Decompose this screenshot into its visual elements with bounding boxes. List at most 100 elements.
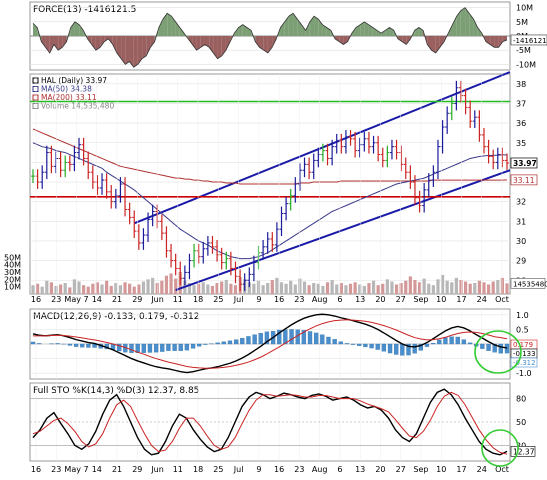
x-tick-label: Aug [312,465,328,474]
macd-histogram-bar [80,343,85,348]
macd-histogram-bar [338,341,343,345]
volume-bar [169,273,173,294]
volume-bar [422,278,426,294]
macd-histogram-bar [67,343,73,346]
volume-bar [31,285,35,294]
force-area-segment [200,36,205,48]
volume-bar [473,283,477,294]
force-area-segment [385,27,390,36]
force-area-segment [381,30,386,36]
x-tick-label: 23 [51,465,61,474]
volume-bar [224,280,228,294]
volume-bar [307,285,311,294]
price-y-tick-label: 35 [516,139,526,148]
x-tick-label: Jul [233,465,244,474]
macd-histogram-bar [461,339,467,345]
macd-histogram-bar [412,343,417,354]
macd-histogram-bar [357,343,362,346]
volume-bar [394,284,399,294]
macd-histogram-bar [375,343,380,350]
force-value-label: -1416121.5 [513,37,547,45]
volume-bar [187,283,192,294]
x-tick-label: 10 [436,295,446,304]
macd-line-signal [33,319,508,369]
macd-histogram-bar [252,334,257,345]
volume-bar [45,280,49,294]
macd-histogram-bar [387,343,393,354]
x-tick-label: Oct [495,295,509,304]
macd-histogram-bar [301,330,307,345]
volume-bar [381,283,385,294]
volume-bar [362,285,366,294]
macd-histogram-bar [129,343,134,353]
volume-bar [500,277,504,294]
force-area-segment [242,24,247,36]
x-tick-label: 27 [396,465,406,474]
volume-tick-label: 10M [4,283,21,292]
macd-histogram-bar [504,343,510,354]
macd-histogram-bar [258,333,263,345]
volume-bar [293,284,297,294]
volume-bar [252,283,256,294]
stochastic-line-k [32,388,508,456]
volume-bar [91,283,95,294]
force-area-segment [58,36,63,51]
volume-bar [146,279,150,294]
force-value-box [510,34,547,46]
macd-histogram-bar [480,343,485,349]
volume-bar [491,281,495,294]
force-y-tick-label: -5M [516,46,531,55]
x-tick-label: 25 [213,295,223,304]
volume-bar [312,283,316,294]
force-area-segment [473,19,478,36]
macd-histogram-bar [498,343,503,354]
force-area-segment [179,27,185,36]
volume-bar [192,285,196,294]
force-y-tick-label: -10M [516,60,536,69]
volume-bar [49,282,54,294]
x-tick-label: 14 [92,465,102,474]
force-area-segment [418,27,424,36]
force-area-segment [121,36,126,65]
ma200-value-box [510,174,538,186]
force-area-segment [158,19,164,36]
legend-swatch [32,86,39,92]
force-area-segment [255,36,260,48]
x-tick-label: May 7 [64,295,88,304]
macd-histogram-bar [437,339,442,345]
x-tick-label: 13 [355,295,365,304]
x-tick-label: 17 [456,295,466,304]
price-y-tick-label: 38 [516,80,526,89]
macd-histogram-bar [172,343,177,351]
macd-histogram-bar [424,343,430,347]
volume-bar [385,279,389,294]
force-area-segment [33,23,38,36]
force-area-segment [355,24,361,36]
volume-bar [440,274,445,294]
volume-bar [404,280,408,294]
force-area-segment [397,36,403,42]
force-area-segment [192,36,197,51]
force-area-segment [125,36,130,65]
volume-bar [109,285,113,294]
force-area-segment [74,21,80,36]
force-area-segment [314,16,319,36]
macd-histogram-bar [240,338,245,345]
force-area-segment [368,24,373,36]
volume-bar [486,284,491,294]
x-tick-label: 20 [375,465,385,474]
price-y-tick-label: 30 [516,237,526,246]
macd-histogram-bar [141,343,146,353]
macd-histogram-bar [215,342,220,345]
volume-bar [408,276,412,294]
x-tick-label: 23 [294,465,304,474]
force-area-segment [351,27,356,36]
macd-histogram-bar [455,336,460,345]
volume-bar [36,283,40,294]
macd-histogram-bar [363,343,368,348]
volume-bar [330,280,334,294]
force-area-segment [137,36,143,65]
macd-histogram-bar [37,343,42,345]
force-area-segment [112,36,117,53]
macd-histogram-bar [153,343,159,353]
